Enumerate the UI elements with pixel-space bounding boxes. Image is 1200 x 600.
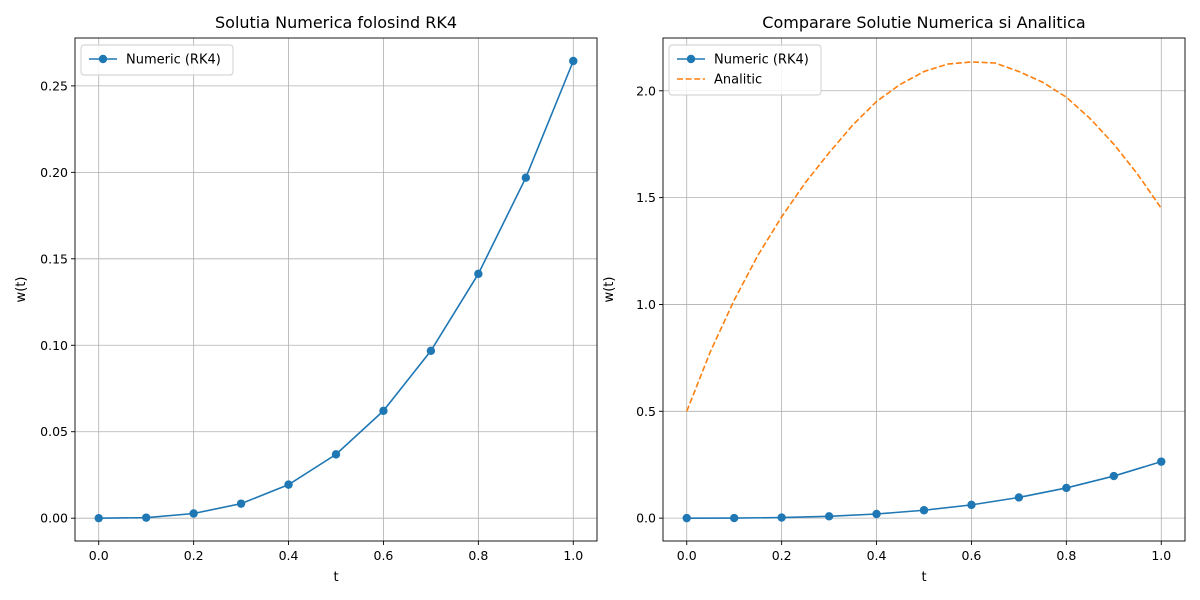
y-tick-label: 0.0 (636, 511, 656, 526)
x-tick-label: 0.8 (468, 548, 488, 563)
data-point (236, 499, 246, 508)
axes-frame (662, 37, 1186, 542)
y-tick-label: 1.0 (636, 297, 656, 312)
data-point (331, 450, 341, 459)
x-tick-label: 0.6 (374, 548, 394, 563)
y-tick-label: 0.5 (636, 404, 656, 419)
x-tick-label: 1.0 (563, 548, 583, 563)
axes-frame (74, 37, 598, 542)
x-tick-label: 0.4 (279, 548, 299, 563)
data-point (284, 480, 293, 489)
y-tick-label: 1.5 (636, 190, 656, 205)
y-tick-label: 0.10 (40, 338, 68, 353)
data-point (682, 513, 691, 523)
x-axis-label: t (921, 570, 926, 585)
data-point (1109, 471, 1119, 481)
y-axis-label: w(t) (602, 277, 617, 303)
legend-box (668, 44, 822, 96)
x-tick-label: 0.8 (1056, 548, 1076, 563)
chart-panel-2: 0.0 0.2 0.4 0.6 0.8 1.0 0.0 0.5 1.0 1.5 2.0 Compara… (602, 13, 1186, 585)
legend-marker (686, 54, 696, 64)
x-tick-label: 1.0 (1151, 548, 1171, 563)
legend-marker (98, 54, 108, 64)
chart-title: Solutia Numerica folosind RK4 (215, 13, 457, 32)
x-tick-label: 0.4 (867, 548, 887, 563)
data-point (521, 173, 531, 182)
y-axis-label: w(t) (14, 277, 29, 303)
data-point (426, 346, 436, 355)
legend-entry: Analitic (714, 73, 762, 88)
series-line-1 (98, 60, 575, 519)
data-point (1157, 457, 1166, 466)
x-tick-label: 0.0 (89, 548, 109, 563)
x-tick-label: 0.2 (184, 548, 204, 563)
data-point (967, 500, 976, 510)
legend-box (80, 44, 234, 76)
x-tick-label: 0.6 (962, 548, 982, 563)
legend-entry: Numeric (RK4) (714, 53, 809, 68)
data-point (379, 406, 388, 415)
y-tick-label: 0.20 (40, 165, 68, 180)
data-point (872, 509, 881, 519)
chart-title: Comparare Solutie Numerica si Analitica (762, 13, 1085, 32)
data-point (1062, 483, 1071, 493)
data-point (94, 513, 103, 523)
x-axis-label: t (333, 570, 338, 585)
y-tick-label: 0.15 (40, 251, 68, 266)
legend-entry: Numeric (RK4) (126, 53, 221, 68)
y-tick-label: 2.0 (636, 83, 656, 98)
series-line-2 (685, 61, 1162, 412)
plot-area (682, 61, 1166, 523)
data-point (141, 513, 151, 522)
y-tick-label: 0.00 (40, 511, 68, 526)
data-point (1014, 493, 1024, 502)
x-tick-label: 0.2 (772, 548, 792, 563)
data-point (189, 509, 198, 518)
data-point (729, 513, 739, 523)
plot-area (94, 56, 578, 523)
legend: Numeric (RK4) (80, 44, 234, 76)
chart-panel-1: 0.0 0.2 0.4 0.6 0.8 1.0 0.00 0.05 0.10 0.15 0.20 0.… (14, 13, 598, 585)
x-tick-label: 0.0 (677, 548, 697, 563)
data-point (569, 56, 578, 66)
data-point (474, 269, 483, 279)
y-tick-label: 0.25 (40, 78, 68, 93)
data-point (824, 512, 834, 521)
data-point (777, 513, 786, 522)
y-tick-label: 0.05 (40, 424, 68, 439)
legend: Numeric (RK4) Analitic (668, 44, 822, 96)
data-point (919, 506, 929, 515)
